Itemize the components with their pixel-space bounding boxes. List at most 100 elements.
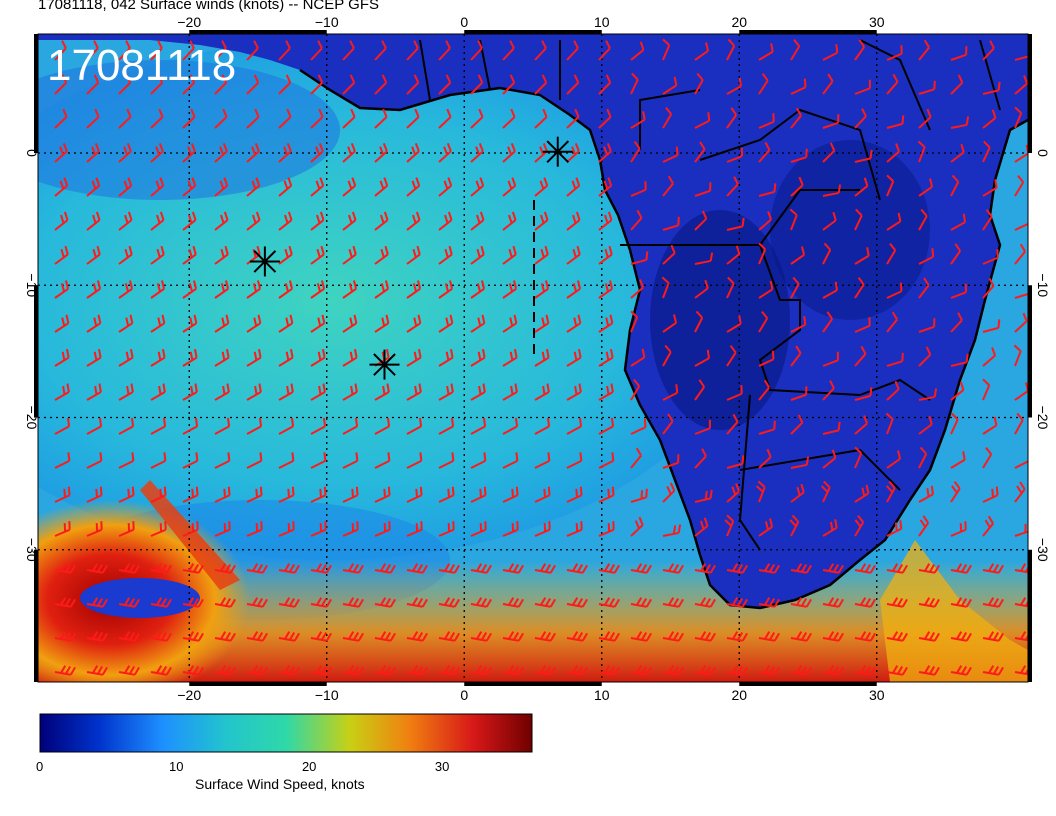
wind-barb bbox=[790, 597, 812, 608]
wind-barb bbox=[1014, 412, 1024, 435]
wind-barb bbox=[118, 245, 133, 265]
wind-barb bbox=[214, 245, 229, 265]
wind-barb bbox=[854, 415, 869, 435]
wind-barb bbox=[214, 211, 229, 231]
wind-barb bbox=[1014, 312, 1028, 333]
wind-barb bbox=[886, 352, 904, 367]
wind-barb bbox=[470, 597, 492, 608]
lat-tick-right: −10 bbox=[1035, 273, 1051, 297]
edge-bar-top bbox=[189, 30, 327, 34]
wind-barb bbox=[822, 449, 837, 469]
wind-barb bbox=[950, 143, 965, 163]
wind-barb bbox=[246, 486, 263, 503]
wind-barb bbox=[502, 417, 519, 435]
wind-barb bbox=[118, 211, 133, 231]
lat-tick-right: 0 bbox=[1035, 149, 1051, 157]
wind-barb bbox=[182, 245, 197, 265]
lon-tick-bottom: −10 bbox=[315, 687, 339, 703]
wind-barb bbox=[758, 73, 769, 95]
wind-barb bbox=[406, 417, 423, 435]
wind-barb bbox=[86, 177, 101, 197]
wind-barb bbox=[950, 381, 965, 401]
wind-barb bbox=[278, 486, 295, 503]
wind-barb bbox=[662, 146, 679, 163]
wind-barb bbox=[662, 563, 684, 574]
edge-bar-bottom bbox=[189, 682, 327, 686]
wind-barb bbox=[630, 378, 641, 401]
wind-barb bbox=[982, 277, 995, 299]
wind-barb bbox=[726, 38, 736, 61]
wind-barb bbox=[182, 314, 198, 333]
wind-barb bbox=[566, 597, 588, 608]
wind-barb bbox=[886, 631, 908, 642]
wind-barb bbox=[790, 665, 812, 676]
wind-barb bbox=[566, 142, 580, 163]
wind-barb bbox=[118, 142, 132, 163]
wind-barb bbox=[502, 74, 516, 95]
wind-barb bbox=[470, 521, 487, 537]
wind-barb bbox=[86, 74, 100, 95]
wind-barb bbox=[54, 314, 70, 333]
wind-barb bbox=[918, 563, 940, 574]
wind-barb bbox=[470, 245, 485, 265]
wind-barb bbox=[374, 597, 396, 608]
wind-barb bbox=[886, 563, 908, 574]
wind-barb bbox=[118, 40, 131, 61]
wind-barb bbox=[694, 252, 714, 265]
wind-barb bbox=[86, 40, 99, 61]
wind-barb bbox=[1014, 481, 1026, 503]
wind-barb bbox=[246, 280, 262, 299]
lon-tick-bottom: 10 bbox=[594, 687, 610, 703]
wind-barb bbox=[598, 108, 612, 129]
wind-barb bbox=[982, 140, 991, 163]
coastline bbox=[299, 68, 1028, 610]
wind-barb bbox=[534, 349, 550, 367]
wind-barb bbox=[150, 383, 166, 401]
wind-barb bbox=[310, 563, 332, 574]
lon-tick-bottom: −20 bbox=[177, 687, 201, 703]
wind-barb bbox=[502, 563, 524, 574]
wind-barb bbox=[150, 597, 172, 608]
wind-barb bbox=[726, 483, 741, 503]
wind-barb bbox=[214, 417, 231, 435]
wind-barb bbox=[374, 245, 389, 265]
wind-barb bbox=[54, 245, 69, 265]
wind-barb bbox=[470, 486, 487, 503]
wind-barb bbox=[150, 108, 164, 129]
wind-barb bbox=[438, 631, 460, 642]
wind-barb bbox=[246, 245, 261, 265]
wind-barb bbox=[182, 417, 199, 435]
wind-barb bbox=[54, 631, 76, 642]
wind-barb bbox=[534, 40, 547, 61]
wind-barb bbox=[758, 420, 776, 435]
wind-barb bbox=[694, 42, 710, 61]
wind-barb bbox=[438, 108, 452, 129]
wind-barb bbox=[214, 665, 236, 676]
wind-barb bbox=[502, 665, 524, 676]
wind-barb bbox=[790, 148, 808, 163]
wind-barb bbox=[342, 349, 358, 367]
lon-tick-bottom: 0 bbox=[460, 687, 468, 703]
wind-barb bbox=[86, 314, 102, 333]
wind-barb bbox=[662, 482, 676, 503]
wind-barb bbox=[726, 563, 748, 574]
wind-barb bbox=[86, 349, 102, 367]
wind-barb bbox=[310, 631, 332, 642]
edge-bar-bottom bbox=[464, 682, 602, 686]
wind-barb bbox=[278, 314, 294, 333]
wind-barb bbox=[534, 417, 551, 435]
wind-barb bbox=[726, 455, 745, 469]
wind-barb bbox=[598, 383, 614, 401]
lon-tick-top: 0 bbox=[460, 14, 468, 30]
wind-barb bbox=[534, 245, 549, 265]
wind-barb bbox=[917, 140, 926, 163]
wind-barb bbox=[662, 665, 684, 676]
lat-tick-right: −20 bbox=[1035, 406, 1051, 430]
edge-bar-left bbox=[34, 34, 38, 154]
wind-barb bbox=[182, 597, 204, 608]
wind-barb bbox=[86, 383, 102, 401]
wind-barb bbox=[54, 597, 76, 608]
wind-barb bbox=[598, 142, 612, 163]
wind-barb bbox=[566, 631, 588, 642]
wind-barb bbox=[502, 452, 519, 469]
